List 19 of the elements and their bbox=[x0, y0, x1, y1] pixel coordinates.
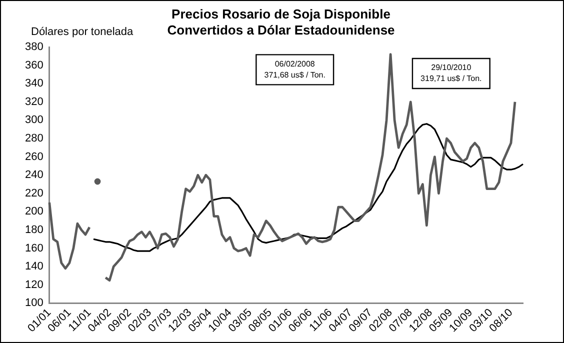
y-tick-label: 140 bbox=[24, 260, 44, 273]
y-tick-label: 320 bbox=[24, 96, 44, 108]
y-tick-label: 100 bbox=[24, 297, 44, 310]
annotation: 06/02/2008 371,68 us$ / Ton. bbox=[264, 59, 326, 80]
y-tick-label: 360 bbox=[24, 59, 44, 72]
y-tick-label: 200 bbox=[24, 206, 44, 218]
y-tick-label: 260 bbox=[24, 150, 44, 163]
y-tick-label: 380 bbox=[24, 41, 44, 54]
y-tick-label: 340 bbox=[24, 78, 44, 90]
y-axis-title: Dólares por tonelada bbox=[31, 26, 134, 38]
y-tick-label: 180 bbox=[24, 224, 44, 236]
y-tick-label: 280 bbox=[24, 132, 44, 145]
y-tick-label: 220 bbox=[24, 187, 44, 200]
y-tick-label: 240 bbox=[24, 169, 44, 182]
y-tick-label: 160 bbox=[24, 242, 44, 254]
annotation: 29/10/2010 319,71 us$ / Ton. bbox=[420, 63, 482, 84]
y-tick-label: 120 bbox=[24, 278, 44, 291]
chart-title: Precios Rosario de Soja Disponible Convertidos a Dólar Estadounidense bbox=[167, 6, 395, 38]
y-tick-label: 300 bbox=[24, 114, 44, 126]
